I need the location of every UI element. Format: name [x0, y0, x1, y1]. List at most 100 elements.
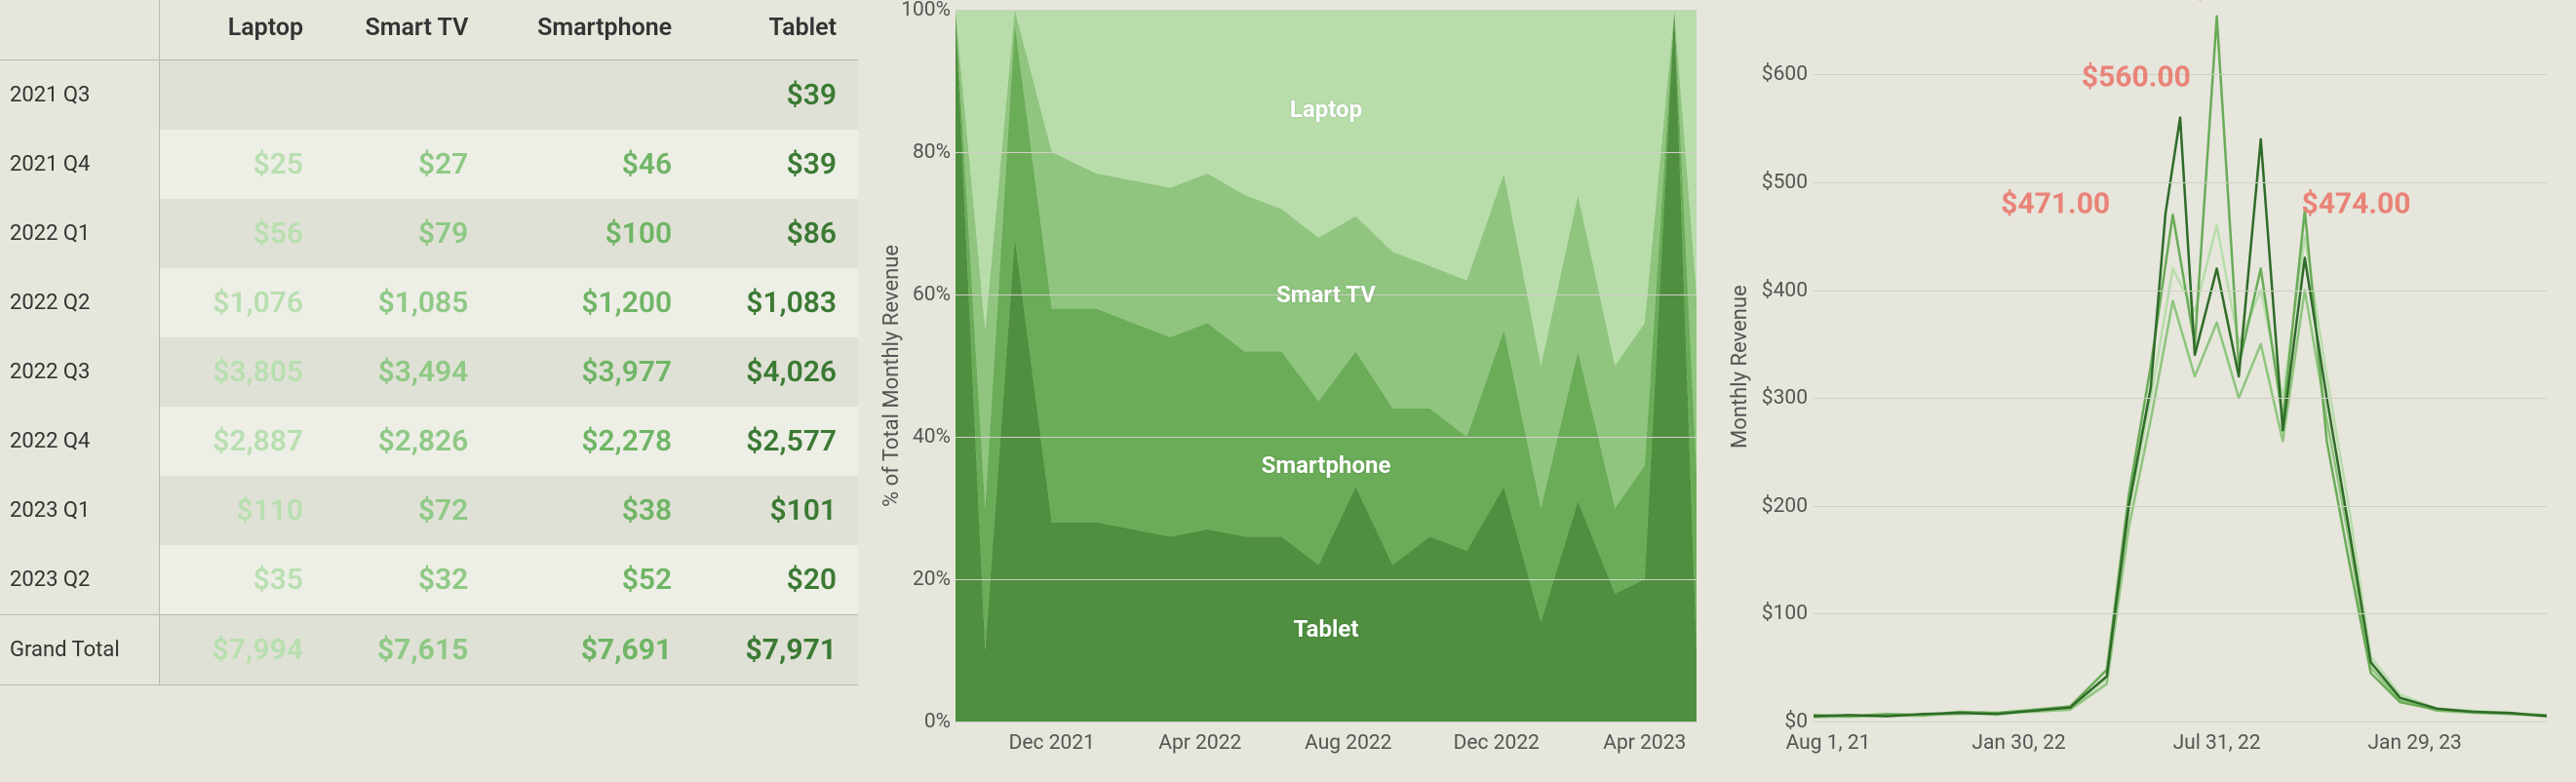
cell-value[interactable]: $4,026	[693, 337, 858, 407]
y-tick-label: 60%	[913, 283, 951, 306]
cell-value[interactable]: $3,494	[325, 337, 489, 407]
row-header[interactable]: 2021 Q4	[0, 130, 160, 199]
cell-value[interactable]: $1,200	[489, 268, 693, 337]
cell-value[interactable]: $20	[693, 545, 858, 615]
cell-value[interactable]: $2,278	[489, 407, 693, 476]
table-row: 2021 Q3 $39	[0, 60, 858, 131]
cell-value[interactable]: $79	[325, 199, 489, 268]
gridline	[1814, 613, 2547, 614]
y-tick-label: 80%	[913, 140, 951, 164]
col-header[interactable]: Laptop	[160, 0, 325, 60]
cell-value[interactable]: $32	[325, 545, 489, 615]
pivot-table: Laptop Smart TV Smartphone Tablet 2021 Q…	[0, 0, 858, 685]
cell-value[interactable]: $39	[693, 130, 858, 199]
gridline	[1814, 291, 2547, 292]
table-row: 2022 Q3$3,805$3,494$3,977$4,026	[0, 337, 858, 407]
value-callout: $654.00	[2192, 0, 2301, 5]
row-header[interactable]: 2023 Q2	[0, 545, 160, 615]
table-row: 2021 Q4$25$27$46$39	[0, 130, 858, 199]
cell-value[interactable]: $1,076	[160, 268, 325, 337]
value-callout: $474.00	[2301, 187, 2410, 221]
table-row: 2022 Q2$1,076$1,085$1,200$1,083	[0, 268, 858, 337]
row-header[interactable]: Grand Total	[0, 615, 160, 685]
header-blank	[0, 0, 160, 60]
cell-value[interactable]: $2,577	[693, 407, 858, 476]
y-tick-label: 20%	[913, 567, 951, 591]
series-label: Smart TV	[1276, 281, 1376, 308]
cell-value[interactable]: $38	[489, 476, 693, 545]
table-header-row: Laptop Smart TV Smartphone Tablet	[0, 0, 858, 60]
col-header[interactable]: Tablet	[693, 0, 858, 60]
cell-value[interactable]: $7,691	[489, 615, 693, 685]
y-tick-label: 100%	[901, 0, 951, 21]
y-tick-label: $100	[1762, 602, 1808, 625]
y-axis-label: Monthly Revenue	[1728, 285, 1752, 449]
value-callout: $471.00	[2001, 187, 2110, 221]
row-header[interactable]: 2021 Q3	[0, 60, 160, 131]
cell-value[interactable]: $7,994	[160, 615, 325, 685]
cell-value[interactable]: $3,977	[489, 337, 693, 407]
table-row: 2023 Q1$110$72$38$101	[0, 476, 858, 545]
table-row: 2022 Q1$56$79$100$86	[0, 199, 858, 268]
y-tick-label: $200	[1762, 494, 1808, 518]
stacked-area-chart: % of Total Monthly Revenue 0%20%40%60%80…	[858, 0, 1706, 782]
gridline	[1814, 398, 2547, 399]
y-tick-label: 0%	[924, 710, 951, 733]
x-tick-label: Apr 2023	[1603, 731, 1686, 755]
cell-value[interactable]: $46	[489, 130, 693, 199]
cell-value[interactable]: $1,083	[693, 268, 858, 337]
cell-value[interactable]: $7,615	[325, 615, 489, 685]
x-tick-label: Jan 29, 23	[2367, 731, 2461, 755]
cell-value[interactable]: $3,805	[160, 337, 325, 407]
y-tick-label: $0	[1784, 710, 1808, 733]
row-header[interactable]: 2022 Q3	[0, 337, 160, 407]
cell-value[interactable]: $39	[693, 60, 858, 131]
col-header[interactable]: Smartphone	[489, 0, 693, 60]
row-header[interactable]: 2023 Q1	[0, 476, 160, 545]
line-series-smart-tv	[1814, 291, 2547, 718]
series-label: Laptop	[1290, 96, 1362, 123]
col-header[interactable]: Smart TV	[325, 0, 489, 60]
x-tick-label: Dec 2022	[1454, 731, 1540, 755]
gridline	[956, 152, 1697, 153]
x-tick-label: Dec 2021	[1009, 731, 1095, 755]
monthly-revenue-line-chart: Monthly Revenue $0 $100 $200 $300 $400 $500 $6…	[1706, 0, 2576, 782]
cell-value[interactable]: $110	[160, 476, 325, 545]
y-tick-label: $600	[1762, 62, 1808, 86]
x-tick-label: Apr 2022	[1158, 731, 1241, 755]
cell-value[interactable]: $27	[325, 130, 489, 199]
gridline	[1814, 722, 2547, 723]
x-tick-label: Aug 2022	[1305, 731, 1391, 755]
row-header[interactable]: 2022 Q2	[0, 268, 160, 337]
cell-value[interactable]: $52	[489, 545, 693, 615]
cell-value[interactable]: $2,887	[160, 407, 325, 476]
cell-value[interactable]	[160, 60, 325, 131]
cell-value[interactable]: $1,085	[325, 268, 489, 337]
line-series-tablet	[1814, 118, 2547, 717]
cell-value[interactable]	[325, 60, 489, 131]
cell-value[interactable]: $86	[693, 199, 858, 268]
line-series-laptop	[1814, 225, 2547, 717]
cell-value[interactable]: $72	[325, 476, 489, 545]
cell-value[interactable]: $100	[489, 199, 693, 268]
y-tick-label: $300	[1762, 386, 1808, 410]
value-callout: $560.00	[2082, 59, 2191, 94]
y-axis-label: % of Total Monthly Revenue	[879, 245, 904, 507]
cell-value[interactable]: $101	[693, 476, 858, 545]
y-tick-label: $400	[1762, 279, 1808, 302]
row-header[interactable]: 2022 Q1	[0, 199, 160, 268]
x-tick-label: Jul 31, 22	[2173, 731, 2261, 755]
x-tick-label: Jan 30, 22	[1971, 731, 2065, 755]
cell-value[interactable]	[489, 60, 693, 131]
x-tick-label: Aug 1, 21	[1786, 731, 1871, 755]
cell-value[interactable]: $2,826	[325, 407, 489, 476]
revenue-pivot-table: Laptop Smart TV Smartphone Tablet 2021 Q…	[0, 0, 858, 782]
gridline	[956, 10, 1697, 11]
cell-value[interactable]: $56	[160, 199, 325, 268]
y-tick-label: $500	[1762, 171, 1808, 194]
cell-value[interactable]: $25	[160, 130, 325, 199]
row-header[interactable]: 2022 Q4	[0, 407, 160, 476]
gridline	[1814, 182, 2547, 183]
cell-value[interactable]: $35	[160, 545, 325, 615]
cell-value[interactable]: $7,971	[693, 615, 858, 685]
